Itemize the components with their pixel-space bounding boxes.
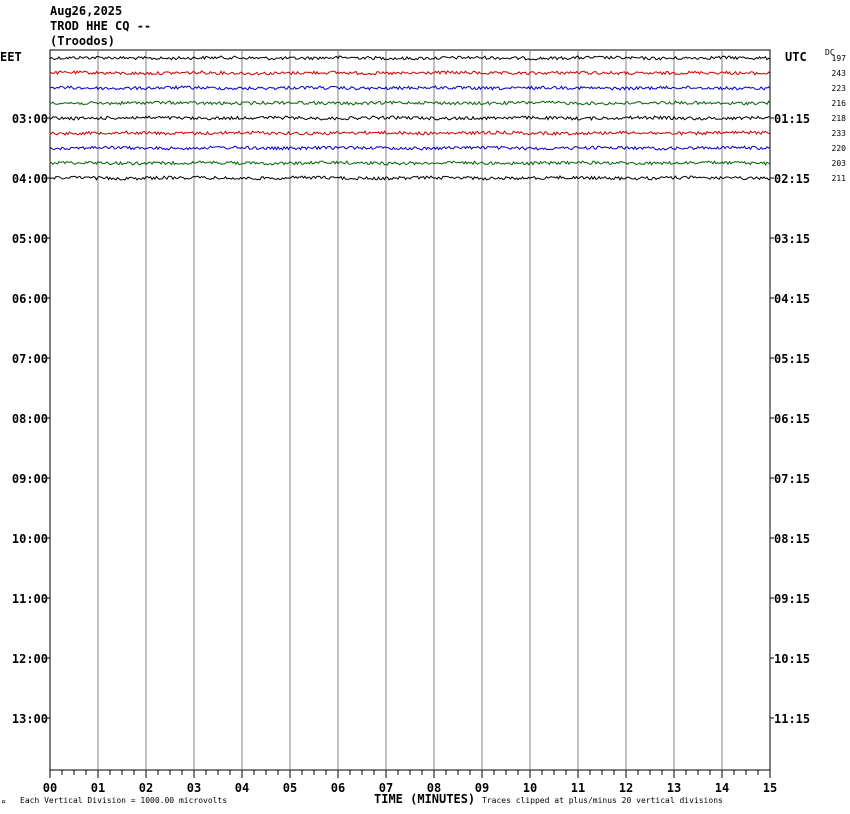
x-tick-label: 13	[667, 781, 681, 795]
dc-value-label: 203	[832, 159, 847, 168]
dc-value-label: 220	[832, 144, 847, 153]
left-hour-label: 10:00	[12, 532, 48, 546]
x-tick-label: 01	[91, 781, 105, 795]
x-tick-label: 06	[331, 781, 345, 795]
x-tick-label: 08	[427, 781, 441, 795]
left-hour-label: 06:00	[12, 292, 48, 306]
plot-frame	[49, 49, 771, 771]
right-hour-label: 07:15	[774, 472, 810, 486]
trace-line	[49, 85, 771, 91]
right-hour-label: 06:15	[774, 412, 810, 426]
x-axis-title: TIME (MINUTES)	[374, 792, 476, 806]
x-tick-label: 02	[139, 781, 153, 795]
left-hour-label: 08:00	[12, 412, 48, 426]
right-hour-label: 02:15	[774, 172, 810, 186]
x-tick-label: 00	[43, 781, 57, 795]
right-hour-label: 04:15	[774, 292, 810, 306]
dc-value-label: 216	[832, 99, 847, 108]
left-hour-label: 03:00	[12, 112, 48, 126]
trace-line	[49, 175, 771, 181]
dc-header-label: DC	[825, 48, 835, 57]
right-hour-label: 03:15	[774, 232, 810, 246]
x-tick-label: 09	[475, 781, 489, 795]
x-tick-label: 14	[715, 781, 729, 795]
left-hour-label: 04:00	[12, 172, 48, 186]
right-hour-label: 01:15	[774, 112, 810, 126]
x-tick-label: 05	[283, 781, 297, 795]
dc-value-label: 211	[832, 174, 847, 183]
right-hour-label: 05:15	[774, 352, 810, 366]
right-hour-label: 11:15	[774, 712, 810, 726]
left-hour-label: 05:00	[12, 232, 48, 246]
x-tick-label: 07	[379, 781, 393, 795]
dc-value-label: 243	[832, 69, 847, 78]
dc-value-label: 197	[832, 54, 847, 63]
clip-note: Traces clipped at plus/minus 20 vertical…	[482, 796, 723, 805]
left-hour-label: 07:00	[12, 352, 48, 366]
left-hour-label: 12:00	[12, 652, 48, 666]
left-hour-label: 11:00	[12, 592, 48, 606]
x-tick-label: 10	[523, 781, 537, 795]
logo-mark: ¤	[1, 797, 6, 806]
trace-line	[49, 145, 771, 151]
dc-value-label: 218	[832, 114, 847, 123]
x-tick-label: 04	[235, 781, 249, 795]
right-hour-label: 08:15	[774, 532, 810, 546]
left-hour-label: 13:00	[12, 712, 48, 726]
x-tick-label: 12	[619, 781, 633, 795]
station-label: TROD HHE CQ --	[50, 19, 152, 33]
left-hour-label: 09:00	[12, 472, 48, 486]
location-label: (Troodos)	[50, 34, 116, 48]
right-hour-label: 10:15	[774, 652, 810, 666]
trace-line	[49, 115, 770, 121]
scale-note: Each Vertical Division = 1000.00 microvo…	[20, 796, 228, 805]
x-tick-label: 15	[763, 781, 777, 795]
trace-line	[49, 160, 771, 166]
dc-value-label: 233	[832, 129, 847, 138]
x-tick-label: 03	[187, 781, 201, 795]
trace-line	[49, 70, 771, 76]
right-hour-label: 09:15	[774, 592, 810, 606]
trace-line	[49, 55, 771, 61]
date-label: Aug26,2025	[50, 4, 123, 18]
dc-value-label: 223	[832, 84, 847, 93]
trace-line	[49, 130, 771, 137]
x-tick-label: 11	[571, 781, 585, 795]
right-timezone-label: UTC	[785, 50, 807, 64]
left-timezone-label: EET	[0, 50, 22, 64]
trace-line	[49, 100, 771, 106]
